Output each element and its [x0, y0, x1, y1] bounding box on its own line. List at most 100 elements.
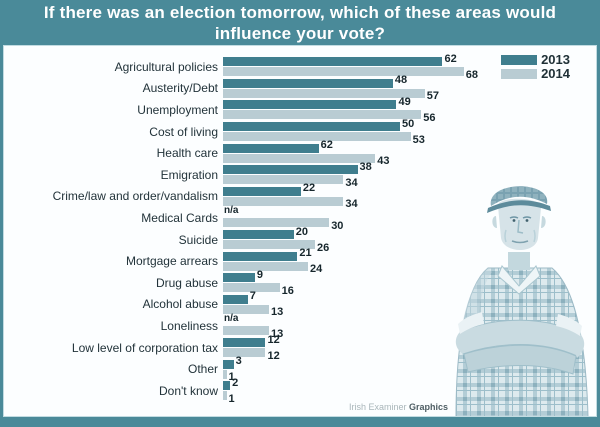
chart-row: Cost of living 50 53 [4, 117, 484, 146]
bar-2014 [223, 391, 227, 401]
value-label: 20 [295, 225, 309, 238]
value-label: 24 [309, 263, 323, 276]
bar-2013 [223, 57, 443, 67]
bar-group: 48 57 [223, 75, 484, 103]
bar-2014 [223, 326, 270, 336]
category-label: Crime/law and order/vandalism [52, 189, 218, 204]
chart: Agricultural policies 62 68 Austerity/Debt 4… [4, 52, 484, 405]
value-label: 57 [426, 90, 440, 103]
value-label: 53 [412, 133, 425, 146]
credit-line: Irish Examiner Graphics [349, 402, 448, 412]
category-label: Agricultural policies [114, 59, 218, 74]
bar-2014 [223, 110, 422, 120]
bar-group: 21 24 [223, 247, 484, 276]
chart-row: Crime/law and order/vandalism 22 34 [4, 183, 484, 211]
chart-row: Loneliness n/a 13 [4, 312, 484, 340]
bar-2014 [223, 240, 316, 250]
bar-group: 12 12 [223, 333, 484, 362]
category-label: Don't know [159, 383, 218, 398]
bar-2014 [223, 261, 308, 271]
bar-2014 [223, 348, 266, 358]
bar-2014 [223, 218, 330, 228]
legend-item-2014: 2014 [501, 66, 570, 81]
chart-row: Emigration 38 34 [4, 160, 484, 188]
bar-group: 49 56 [223, 95, 484, 124]
value-label: 49 [398, 95, 411, 108]
chart-panel: 2013 2014 Agricultural policies 62 68 Auste… [3, 45, 597, 417]
value-label: 62 [444, 52, 457, 65]
value-label: 26 [317, 241, 330, 254]
value-label: 13 [271, 327, 284, 340]
bar-2013 [223, 294, 248, 304]
category-label: Medical Cards [141, 210, 218, 225]
value-label: 34 [345, 198, 358, 211]
credit-department: Graphics [408, 402, 448, 412]
chart-row: Agricultural policies 62 68 [4, 52, 484, 81]
chart-row: Other 3 1 [4, 356, 484, 383]
bar-2013 [223, 230, 294, 240]
chart-row: Austerity/Debt 48 57 [4, 75, 484, 103]
bar-2014 [223, 304, 270, 314]
category-label: Alcohol abuse [142, 297, 218, 312]
credit-publisher: Irish Examiner [348, 402, 407, 412]
value-label: 12 [267, 333, 280, 346]
legend-label: 2014 [541, 66, 570, 81]
bar-group: n/a 13 [223, 312, 484, 340]
category-label: Mortgage arrears [125, 254, 218, 269]
chart-row: Unemployment 49 56 [4, 95, 484, 124]
value-label: 13 [271, 306, 284, 319]
bar-2013 [223, 165, 358, 175]
chart-row: Mortgage arrears 21 24 [4, 247, 484, 276]
value-label: 50 [402, 117, 415, 130]
page-title: If there was an election tomorrow, which… [43, 2, 557, 43]
bar-2013 [223, 251, 298, 261]
chart-row: Low level of corporation tax 12 12 [4, 333, 484, 362]
bar-2014 [223, 175, 344, 185]
bar-group: 62 43 [223, 140, 484, 167]
value-label: 12 [267, 349, 280, 362]
bar-2014 [223, 132, 411, 142]
value-label: 16 [281, 284, 294, 297]
bar-2014 [223, 196, 344, 206]
bar-2013 [223, 100, 397, 110]
bar-2013 [223, 359, 234, 369]
bar-group: 22 34 [223, 183, 484, 211]
value-label: 7 [249, 290, 256, 303]
value-label: 21 [299, 247, 312, 260]
value-label: 1 [228, 392, 235, 405]
bar-2014 [223, 369, 227, 379]
value-label: 38 [359, 160, 372, 173]
bar-group: n/a 30 [223, 204, 484, 232]
chart-row: Alcohol abuse 7 13 [4, 290, 484, 319]
bar-group: 38 34 [223, 160, 484, 188]
category-label: Other [187, 362, 218, 377]
bar-group: 62 68 [223, 52, 484, 81]
category-label: Suicide [178, 232, 218, 247]
bottom-border-strip [0, 417, 600, 427]
category-label: Health care [156, 146, 218, 161]
chart-row: Health care 62 43 [4, 140, 484, 167]
chart-row: Drug abuse 9 16 [4, 269, 484, 297]
value-label: 30 [331, 219, 344, 232]
bar-group: 50 53 [223, 117, 484, 146]
value-label: n/a [224, 312, 239, 324]
bar-2014 [223, 283, 280, 293]
bar-2013 [223, 186, 301, 196]
legend-label: 2013 [541, 52, 570, 67]
bar-2013 [223, 78, 393, 88]
bar-2013 [223, 143, 319, 153]
bar-group: 9 16 [223, 269, 484, 297]
legend-swatch [501, 69, 538, 79]
category-label: Emigration [160, 167, 218, 182]
value-label: 68 [465, 68, 478, 81]
value-label: 56 [423, 111, 436, 124]
bar-2013 [223, 381, 231, 391]
title-band: If there was an election tomorrow, which… [0, 0, 600, 45]
farmer-photo-illustration [455, 186, 589, 416]
category-label: Drug abuse [155, 275, 218, 290]
category-label: Cost of living [149, 124, 218, 139]
value-label: n/a [224, 204, 239, 216]
